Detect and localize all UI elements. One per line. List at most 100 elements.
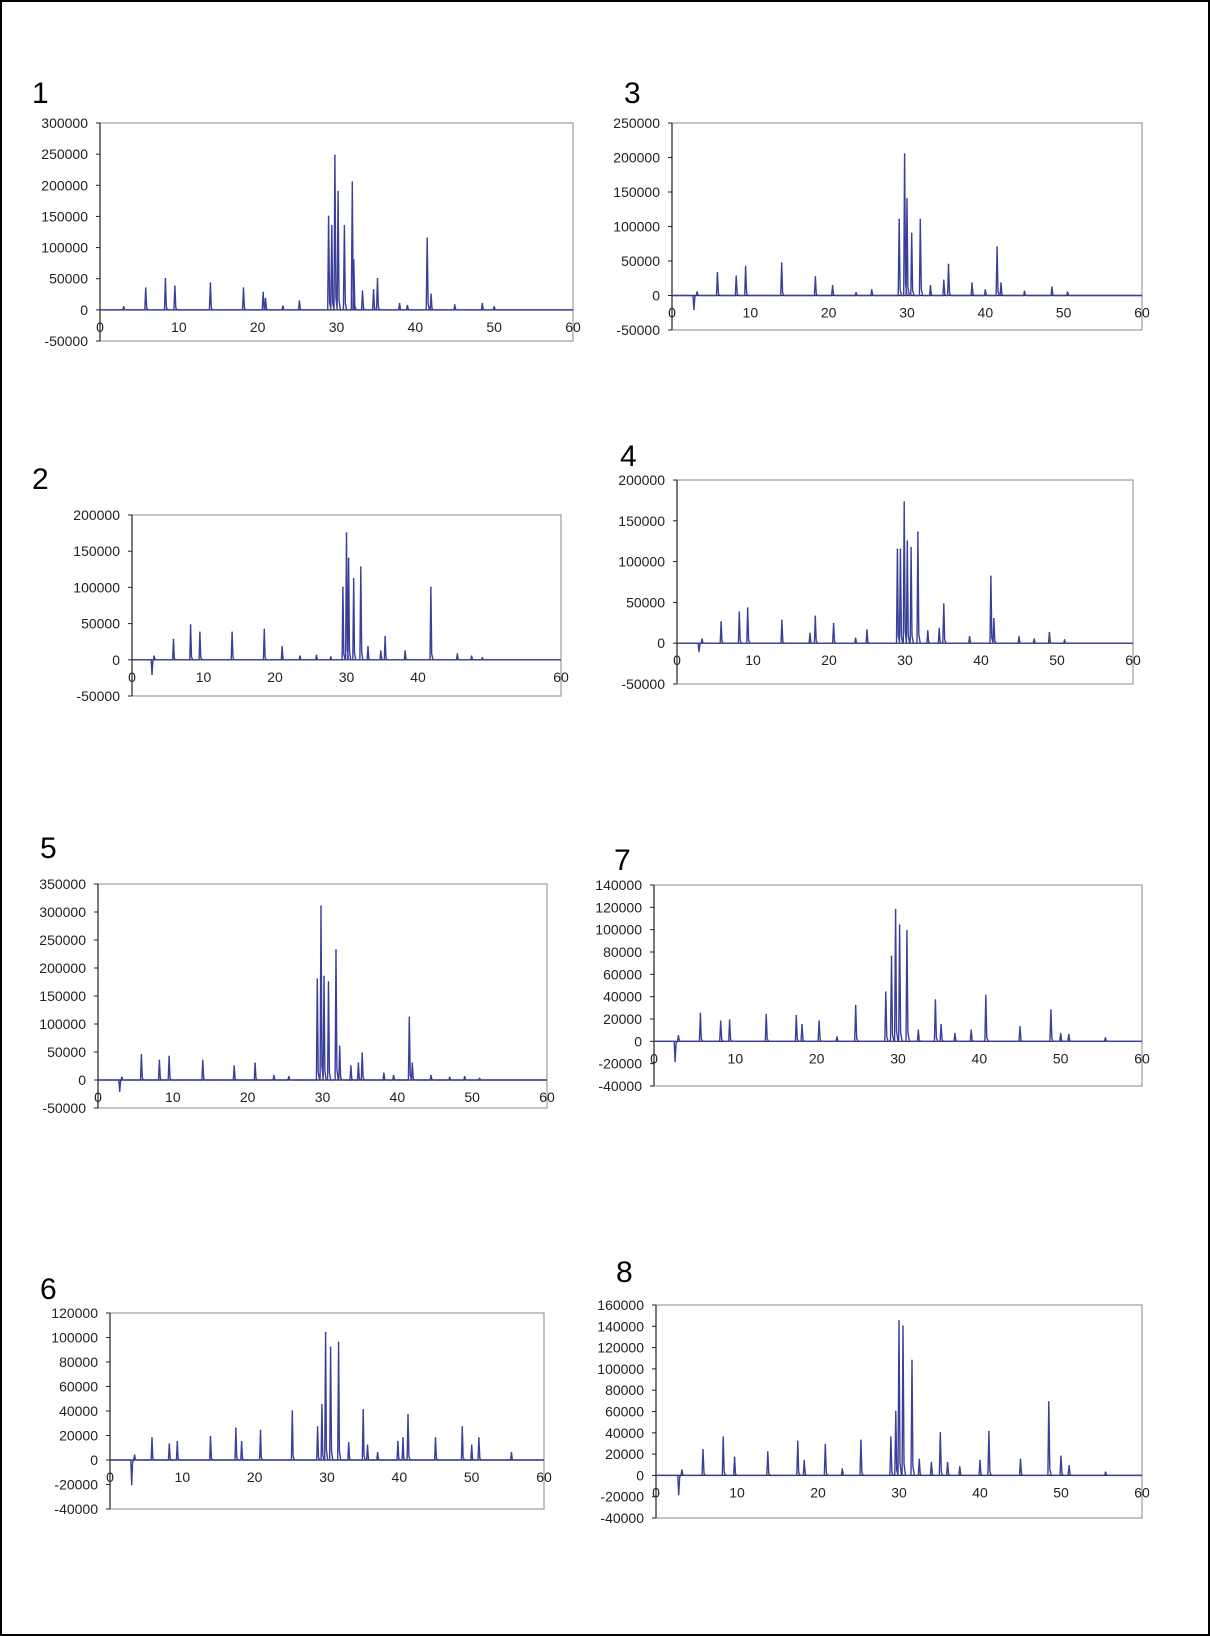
panel-label: 5 bbox=[40, 832, 57, 865]
data-point bbox=[350, 1065, 352, 1067]
data-point bbox=[254, 1062, 256, 1064]
data-point bbox=[918, 1458, 921, 1461]
y-tick-label: 40000 bbox=[605, 1425, 644, 1441]
data-point bbox=[172, 638, 175, 641]
data-point bbox=[493, 305, 495, 308]
data-point bbox=[383, 1072, 385, 1075]
y-tick-label: -40000 bbox=[600, 1510, 644, 1526]
data-point bbox=[470, 1444, 473, 1447]
data-point bbox=[345, 532, 348, 534]
data-point bbox=[461, 1426, 464, 1428]
data-point bbox=[430, 1074, 432, 1077]
data-point bbox=[795, 1014, 798, 1017]
data-point bbox=[1018, 635, 1020, 638]
x-tick-label: 30 bbox=[319, 1469, 335, 1485]
data-point bbox=[698, 650, 700, 653]
data-point bbox=[1063, 639, 1066, 641]
data-point bbox=[316, 978, 319, 980]
data-point bbox=[411, 1062, 414, 1064]
data-point bbox=[392, 1074, 395, 1077]
y-tick-label: 120000 bbox=[597, 1340, 644, 1356]
y-tick-label: -50000 bbox=[76, 688, 120, 704]
x-tick-label: 40 bbox=[408, 319, 424, 335]
y-tick-label: 0 bbox=[657, 635, 665, 651]
data-point bbox=[144, 287, 147, 289]
x-tick-label: 0 bbox=[673, 652, 681, 668]
data-point bbox=[947, 263, 950, 266]
y-tick-label: -50000 bbox=[621, 676, 665, 692]
y-tick-label: 0 bbox=[636, 1467, 644, 1483]
y-tick-label: 120000 bbox=[595, 899, 642, 915]
data-point bbox=[323, 975, 325, 978]
x-tick-label: 20 bbox=[267, 669, 283, 685]
data-point bbox=[130, 1483, 133, 1486]
y-tick-label: 80000 bbox=[59, 1354, 98, 1370]
data-point bbox=[380, 650, 382, 652]
data-point bbox=[855, 291, 857, 294]
x-tick-label: 30 bbox=[890, 1050, 906, 1066]
data-point bbox=[1068, 1033, 1070, 1036]
chart-panel-1: 1 300000 250000 200000 150000 100000 50000 0 -50… bbox=[32, 77, 581, 349]
data-point bbox=[360, 566, 362, 568]
x-tick-label: 60 bbox=[1125, 652, 1141, 668]
data-point bbox=[903, 501, 906, 503]
y-tick-label: 150000 bbox=[618, 513, 665, 529]
data-point bbox=[693, 308, 695, 311]
data-point bbox=[996, 246, 998, 248]
data-point bbox=[818, 1020, 820, 1023]
data-point bbox=[351, 181, 354, 183]
x-tick-label: 10 bbox=[165, 1089, 181, 1105]
data-point bbox=[235, 1427, 237, 1429]
data-point bbox=[911, 1359, 913, 1362]
y-tick-label: 60000 bbox=[605, 1404, 644, 1420]
data-point bbox=[677, 1493, 680, 1496]
y-tick-label: -20000 bbox=[600, 1489, 644, 1505]
y-tick-label: 0 bbox=[78, 1072, 86, 1088]
data-point bbox=[240, 1440, 243, 1443]
y-tick-label: 20000 bbox=[603, 1011, 642, 1027]
x-tick-label: 60 bbox=[539, 1089, 555, 1105]
data-point bbox=[121, 1076, 123, 1078]
data-point bbox=[209, 282, 212, 284]
data-point bbox=[1019, 1458, 1022, 1461]
x-tick-label: 60 bbox=[536, 1469, 552, 1485]
data-point bbox=[153, 655, 155, 657]
data-point bbox=[906, 198, 908, 200]
data-point bbox=[681, 1469, 683, 1471]
data-point bbox=[273, 1074, 275, 1077]
data-point bbox=[919, 218, 922, 221]
data-point bbox=[929, 285, 932, 287]
data-point bbox=[885, 991, 887, 993]
data-point bbox=[866, 629, 868, 631]
data-point bbox=[701, 638, 703, 640]
data-point bbox=[347, 557, 350, 560]
panel-label: 2 bbox=[32, 463, 49, 496]
data-point bbox=[384, 635, 386, 638]
data-point bbox=[733, 1456, 736, 1459]
series-line bbox=[654, 908, 1142, 1063]
data-point bbox=[264, 297, 267, 300]
data-point bbox=[1048, 631, 1051, 634]
x-tick-label: 40 bbox=[972, 1484, 988, 1500]
data-point bbox=[366, 1444, 369, 1447]
y-tick-label: 200000 bbox=[39, 960, 86, 976]
data-point bbox=[329, 1346, 332, 1349]
data-point bbox=[1000, 282, 1002, 284]
y-tick-label: 20000 bbox=[59, 1428, 98, 1444]
y-tick-label: 100000 bbox=[39, 1016, 86, 1032]
data-point bbox=[376, 1451, 379, 1454]
data-point bbox=[262, 291, 264, 294]
data-point bbox=[854, 1004, 857, 1007]
data-point bbox=[408, 1016, 411, 1019]
data-point bbox=[288, 1075, 290, 1078]
data-point bbox=[367, 645, 369, 648]
x-tick-label: 20 bbox=[240, 1089, 256, 1105]
data-point bbox=[943, 279, 945, 282]
data-point bbox=[831, 285, 834, 287]
x-tick-label: 0 bbox=[650, 1050, 658, 1066]
data-point bbox=[894, 908, 897, 911]
data-point bbox=[917, 1029, 920, 1031]
y-tick-label: 140000 bbox=[597, 1318, 644, 1334]
x-tick-label: 60 bbox=[1134, 1484, 1150, 1500]
y-tick-label: 160000 bbox=[597, 1297, 644, 1313]
